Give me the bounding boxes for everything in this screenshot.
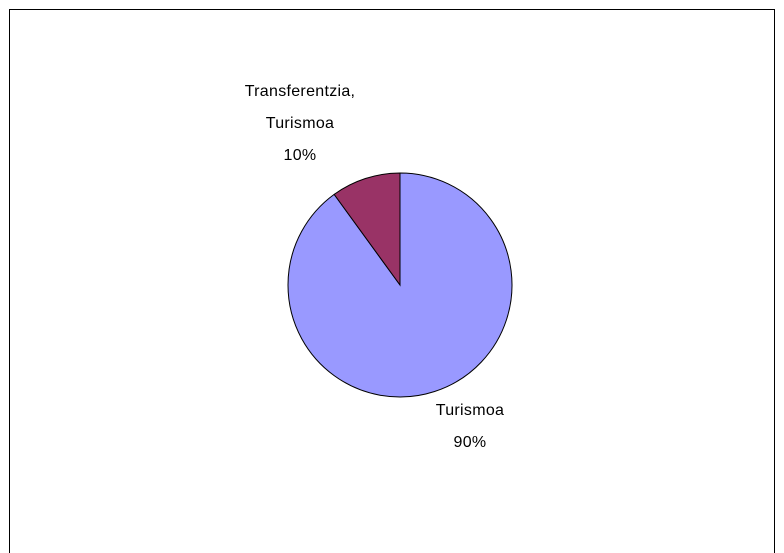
slice-value: 90% <box>453 434 487 451</box>
slice-name: Turismoa <box>435 402 505 419</box>
slice-label: Turismoa 90% <box>400 395 540 459</box>
slice-value: 10% <box>283 147 317 164</box>
slice-label: Transferentzia, Turismoa 10% <box>230 76 370 172</box>
slice-name: Transferentzia, Turismoa <box>244 83 356 132</box>
pie-slice <box>333 172 401 287</box>
